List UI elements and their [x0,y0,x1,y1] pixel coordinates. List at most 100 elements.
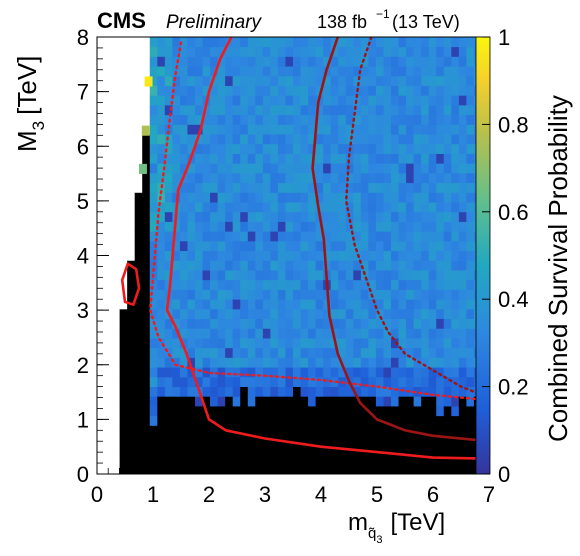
heat-bin [255,66,264,77]
heat-bin [360,231,369,242]
heat-bin [413,37,422,48]
heat-bin [391,163,399,174]
heat-bin [353,376,362,387]
heat-bin [300,114,309,125]
heat-bin [164,37,173,48]
heat-bin [97,153,105,164]
heat-bin [112,386,121,397]
heat-bin [149,250,158,261]
heat-bin [179,338,188,349]
heat-bin [398,260,407,271]
heat-bin [262,386,271,397]
heat-bin [202,172,211,184]
z-tick-label: 0.6 [498,200,529,225]
heat-bin [127,153,136,164]
heat-bin [179,289,188,300]
heat-bin [240,124,249,135]
heat-bin [323,114,332,125]
heat-bin [157,367,166,378]
heat-bin [179,56,188,67]
heat-bin [368,163,377,174]
heat-bin [232,143,241,154]
heat-bin [406,270,415,281]
heat-bin [413,464,422,474]
heat-bin [368,66,377,77]
heat-bin [406,406,415,417]
heat-bin [375,376,384,387]
heat-bin [247,308,256,320]
heat-bin [277,172,286,184]
heat-bin [112,308,121,320]
heat-bin [413,250,422,261]
heat-bin [330,328,339,339]
heat-bin [179,46,188,57]
heat-bin [436,221,445,232]
heat-bin [119,66,128,77]
heat-bin [112,56,121,67]
heat-bin [375,367,384,378]
heat-bin [443,338,452,349]
heat-bin [315,192,324,203]
heat-bin [217,425,226,436]
heat-bin [338,250,347,261]
contour-line [311,37,489,443]
heat-bin [375,347,384,358]
heat-bin [391,221,399,232]
heat-bin [277,270,286,281]
heat-bin [413,357,422,368]
heat-bin [247,221,256,232]
heat-bin [225,153,234,164]
heat-bin [421,415,430,426]
heat-bin [157,75,166,86]
heat-bin [360,124,369,135]
heat-bin [338,396,347,407]
heat-bin [277,464,286,474]
heat-bin [217,56,226,67]
heat-bin [127,66,136,77]
heat-bin [187,172,196,184]
heat-bin [262,279,271,290]
heat-bin [466,357,475,368]
heat-bin [353,240,362,252]
heat-bin [368,308,377,320]
heat-bin [330,308,339,320]
heat-bin [428,221,437,232]
heat-bin [217,415,226,426]
heat-bin [353,357,362,368]
heat-bin [466,328,475,339]
heat-bin [247,114,256,125]
heat-bin [368,172,377,184]
heat-bin [345,192,354,203]
heat-bin [398,308,407,320]
heat-bin [345,134,354,145]
heat-bin [345,37,354,48]
heat-bin [323,386,332,397]
heat-bin [179,299,188,310]
heat-bin [285,367,294,378]
heat-bin [391,328,399,339]
heat-bin [277,221,286,232]
heat-bin [164,338,173,349]
heat-bin [353,153,362,164]
heat-bin [413,396,422,407]
heat-bin [398,221,407,232]
heat-bin [104,143,113,154]
heat-bin [97,182,105,193]
heat-bin [255,367,264,378]
heat-bin [406,163,415,174]
heat-bin [293,104,301,116]
heat-bin [202,85,211,96]
heat-bin [255,415,264,426]
heat-bin [179,124,188,135]
heat-bin [308,415,317,426]
heat-bin [112,182,121,193]
heat-bin [270,163,279,174]
heat-bin [277,279,286,290]
heat-bin [225,182,234,193]
heat-bin [164,56,173,67]
heat-bin [391,299,399,310]
heat-bin [353,104,362,116]
heat-bin [406,250,415,261]
heat-bin [330,153,339,164]
heat-bin [232,347,241,358]
